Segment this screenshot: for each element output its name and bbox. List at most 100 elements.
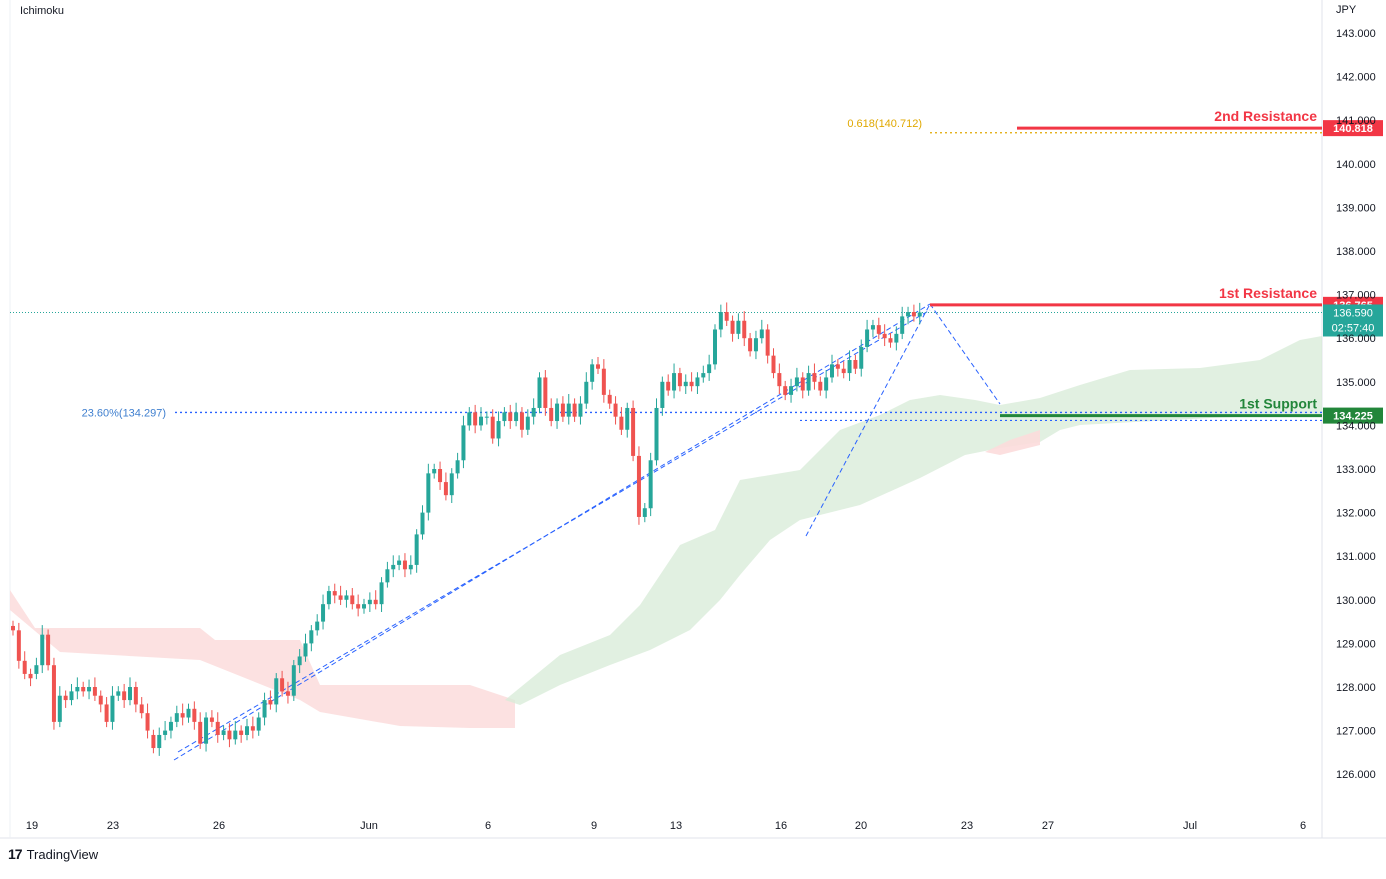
candle-body[interactable]	[531, 407, 536, 417]
candle-body[interactable]	[51, 665, 56, 722]
candle-body[interactable]	[607, 394, 612, 404]
candle-body[interactable]	[426, 473, 431, 513]
candle-body[interactable]	[794, 377, 799, 387]
candle-body[interactable]	[397, 560, 402, 565]
candle-body[interactable]	[198, 721, 203, 744]
candle-body[interactable]	[590, 364, 595, 382]
candle-body[interactable]	[256, 717, 261, 731]
candle-body[interactable]	[584, 381, 589, 404]
candle-body[interactable]	[484, 416, 489, 418]
candle-body[interactable]	[69, 691, 74, 701]
candle-body[interactable]	[432, 469, 437, 474]
candle-body[interactable]	[391, 564, 396, 570]
candle-body[interactable]	[133, 687, 138, 705]
candle-body[interactable]	[514, 412, 519, 422]
candle-body[interactable]	[888, 338, 893, 343]
candle-body[interactable]	[835, 364, 840, 369]
candle-body[interactable]	[508, 412, 513, 422]
candle-body[interactable]	[748, 338, 753, 352]
candle-body[interactable]	[753, 338, 758, 352]
candle-body[interactable]	[262, 700, 267, 718]
candle-body[interactable]	[157, 734, 162, 749]
candle-body[interactable]	[578, 403, 583, 417]
candle-body[interactable]	[408, 564, 413, 570]
candle-body[interactable]	[555, 403, 560, 422]
candle-body[interactable]	[385, 569, 390, 583]
candle-body[interactable]	[759, 329, 764, 339]
candle-body[interactable]	[285, 691, 290, 696]
candle-body[interactable]	[350, 595, 355, 605]
candle-body[interactable]	[438, 469, 443, 483]
candle-body[interactable]	[824, 377, 829, 391]
candle-body[interactable]	[104, 704, 109, 722]
candle-body[interactable]	[34, 665, 39, 674]
candle-body[interactable]	[660, 381, 665, 408]
candle-body[interactable]	[151, 734, 156, 749]
candle-body[interactable]	[192, 708, 197, 722]
candle-body[interactable]	[566, 403, 571, 417]
candle-body[interactable]	[22, 660, 27, 674]
candle-body[interactable]	[771, 355, 776, 374]
candle-body[interactable]	[63, 695, 68, 701]
candle-body[interactable]	[40, 634, 45, 666]
candle-body[interactable]	[315, 621, 320, 631]
candle-body[interactable]	[806, 373, 811, 391]
candle-body[interactable]	[139, 704, 144, 714]
candle-body[interactable]	[636, 455, 641, 517]
candle-body[interactable]	[859, 346, 864, 369]
candle-body[interactable]	[853, 360, 858, 369]
candle-body[interactable]	[338, 595, 343, 600]
candle-body[interactable]	[268, 700, 273, 705]
candle-body[interactable]	[174, 713, 179, 722]
candle-body[interactable]	[596, 364, 600, 369]
candle-body[interactable]	[186, 708, 191, 718]
candle-body[interactable]	[443, 482, 448, 496]
candle-body[interactable]	[713, 329, 717, 365]
candle-body[interactable]	[414, 534, 419, 565]
candle-body[interactable]	[525, 416, 530, 430]
trend-line[interactable]	[929, 303, 1001, 405]
candle-body[interactable]	[654, 407, 659, 461]
candle-body[interactable]	[239, 730, 244, 735]
candle-body[interactable]	[204, 717, 209, 744]
candle-body[interactable]	[362, 604, 366, 609]
candle-body[interactable]	[297, 656, 302, 666]
candle-body[interactable]	[168, 721, 173, 731]
candle-body[interactable]	[800, 377, 805, 391]
candle-body[interactable]	[291, 665, 296, 696]
candle-body[interactable]	[356, 604, 361, 609]
candle-body[interactable]	[847, 360, 852, 374]
candle-body[interactable]	[309, 630, 314, 644]
candle-body[interactable]	[92, 687, 97, 696]
candle-body[interactable]	[11, 625, 15, 631]
candle-body[interactable]	[227, 730, 232, 740]
candle-body[interactable]	[479, 416, 483, 426]
candle-body[interactable]	[332, 591, 337, 596]
candle-body[interactable]	[245, 726, 249, 735]
candle-body[interactable]	[666, 381, 671, 391]
candle-body[interactable]	[648, 460, 653, 509]
candle-body[interactable]	[865, 329, 870, 347]
candle-body[interactable]	[906, 312, 911, 317]
candle-body[interactable]	[490, 416, 495, 439]
candle-body[interactable]	[812, 373, 817, 382]
candle-body[interactable]	[221, 730, 226, 735]
candle-body[interactable]	[209, 717, 214, 722]
candle-body[interactable]	[180, 713, 185, 718]
candle-body[interactable]	[367, 599, 372, 605]
candle-body[interactable]	[280, 678, 285, 692]
candle-body[interactable]	[882, 333, 887, 339]
candle-body[interactable]	[402, 560, 407, 570]
candle-body[interactable]	[519, 412, 524, 430]
candle-body[interactable]	[672, 373, 677, 391]
candle-body[interactable]	[274, 678, 279, 705]
candle-body[interactable]	[122, 691, 127, 701]
candle-body[interactable]	[420, 512, 425, 535]
candle-body[interactable]	[707, 364, 712, 374]
candle-body[interactable]	[145, 713, 150, 731]
candle-body[interactable]	[601, 368, 606, 395]
candle-body[interactable]	[818, 381, 823, 391]
candle-body[interactable]	[894, 333, 899, 343]
